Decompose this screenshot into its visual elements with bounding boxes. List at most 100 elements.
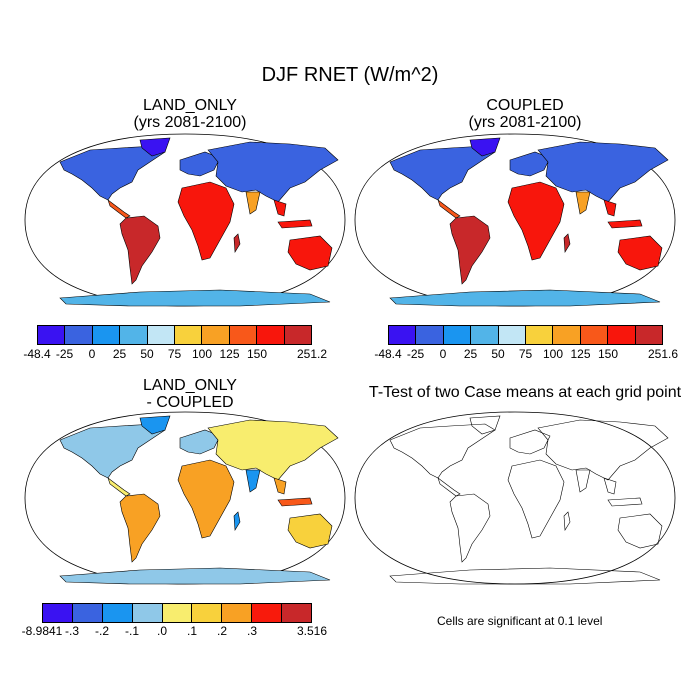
- colorbar-tick-label: -25: [55, 347, 74, 361]
- landmass-south-america: [449, 493, 491, 563]
- landmass-europe: [179, 429, 221, 455]
- land-only-colorbar-segment: [120, 326, 148, 344]
- colorbar-tick-label: 75: [518, 347, 533, 361]
- land-only-colorbar-segment: [257, 326, 285, 344]
- landmass-antarctica: [59, 567, 331, 585]
- landmass-africa: [177, 459, 235, 539]
- landmass-greenland: [139, 137, 171, 157]
- landmass-greenland: [139, 415, 171, 435]
- landmass-antarctica: [389, 567, 661, 585]
- landmass-madagascar: [563, 511, 571, 531]
- landmass-indonesia: [277, 219, 313, 229]
- landmass-central-america: [107, 199, 131, 219]
- coupled-colorbar-segment: [471, 326, 499, 344]
- landmass-asia: [537, 419, 669, 481]
- landmass-europe: [179, 151, 221, 177]
- landmass-antarctica: [389, 289, 661, 307]
- coupled-title-line2: (yrs 2081-2100): [468, 114, 582, 131]
- colorbar-tick-label: 251.6: [647, 347, 679, 361]
- land-only-title-line1: LAND_ONLY: [143, 97, 237, 114]
- colorbar-tick-label: 251.2: [296, 347, 328, 361]
- colorbar-tick-label: 150: [597, 347, 619, 361]
- land-only-title: LAND_ONLY (yrs 2081-2100): [60, 97, 320, 131]
- ttest-map: [354, 411, 676, 585]
- colorbar-tick-label: 0: [88, 347, 96, 361]
- landmass-se-asia: [603, 199, 617, 217]
- difference-title-line2: - COUPLED: [146, 394, 234, 411]
- landmass-australia: [287, 513, 333, 549]
- land-only-colorbar: [37, 325, 312, 345]
- difference-colorbar-segment: [72, 604, 103, 622]
- coupled-colorbar-segment: [443, 326, 472, 344]
- land-only-map: [24, 133, 346, 307]
- difference-title-line1: LAND_ONLY: [143, 377, 237, 394]
- landmass-central-america: [437, 477, 461, 497]
- landmass-greenland: [469, 415, 501, 435]
- landmass-asia: [537, 141, 669, 203]
- difference-colorbar-segment: [282, 604, 312, 622]
- difference-colorbar-segment: [192, 604, 223, 622]
- landmass-indonesia: [607, 497, 643, 507]
- colorbar-tick-label: .0: [156, 624, 168, 638]
- colorbar-tick-label: 50: [491, 347, 505, 361]
- landmass-australia: [617, 513, 663, 549]
- coupled-colorbar-segment: [416, 326, 444, 344]
- colorbar-tick-label: 100: [542, 347, 564, 361]
- landmass-australia: [287, 235, 333, 271]
- colorbar-tick-label: 75: [167, 347, 182, 361]
- figure-title: DJF RNET (W/m^2): [261, 64, 439, 86]
- landmass-north-america: [389, 423, 496, 479]
- difference-colorbar-segment: [252, 604, 283, 622]
- landmass-indonesia: [277, 497, 313, 507]
- colorbar-tick-label: .1: [186, 624, 198, 638]
- colorbar-tick-label: -.1: [124, 624, 140, 638]
- colorbar-tick-label: 50: [140, 347, 154, 361]
- coupled-colorbar-segment: [553, 326, 581, 344]
- difference-map: [24, 411, 346, 585]
- coupled-title-line1: COUPLED: [486, 97, 564, 114]
- land-only-colorbar-segment: [202, 326, 230, 344]
- colorbar-tick-label: -.3: [64, 624, 80, 638]
- landmass-asia: [207, 419, 339, 481]
- landmass-europe: [509, 151, 551, 177]
- land-only-colorbar-segment: [92, 326, 121, 344]
- colorbar-tick-label: -8.9841: [21, 624, 63, 638]
- colorbar-tick-label: 0: [439, 347, 447, 361]
- land-only-title-line2: (yrs 2081-2100): [133, 114, 247, 131]
- colorbar-tick-label: -25: [406, 347, 425, 361]
- landmass-antarctica: [59, 289, 331, 307]
- coupled-colorbar-segment: [635, 326, 663, 344]
- landmass-madagascar: [563, 233, 571, 253]
- landmass-central-america: [107, 477, 131, 497]
- difference-colorbar-segment: [43, 604, 73, 622]
- difference-colorbar-segment: [102, 604, 133, 622]
- land-only-colorbar-segment: [38, 326, 66, 344]
- coupled-map: [354, 133, 676, 307]
- landmass-south-america: [449, 215, 491, 285]
- landmass-indonesia: [607, 219, 643, 229]
- map-frame: [354, 411, 676, 585]
- coupled-colorbar-segment: [389, 326, 417, 344]
- significance-note: Cells are significant at 0.1 level: [437, 614, 603, 628]
- landmass-india: [245, 191, 261, 215]
- coupled-colorbar-segment: [580, 326, 609, 344]
- difference-colorbar-segment: [222, 604, 253, 622]
- land-only-colorbar-segment: [147, 326, 176, 344]
- coupled-colorbar: [388, 325, 663, 345]
- colorbar-tick-label: 125: [570, 347, 591, 361]
- land-only-colorbar-segment: [229, 326, 258, 344]
- difference-colorbar-segment: [132, 604, 163, 622]
- colorbar-tick-label: 25: [112, 347, 127, 361]
- landmass-madagascar: [233, 511, 241, 531]
- land-only-colorbar-segment: [65, 326, 93, 344]
- landmass-se-asia: [273, 199, 287, 217]
- landmass-greenland: [469, 137, 501, 157]
- landmass-madagascar: [233, 233, 241, 253]
- colorbar-tick-label: 3.516: [296, 624, 328, 638]
- landmass-africa: [507, 181, 565, 261]
- colorbar-tick-label: -48.4: [23, 347, 51, 361]
- landmass-india: [245, 469, 261, 493]
- colorbar-tick-label: -.2: [94, 624, 110, 638]
- landmass-europe: [509, 429, 551, 455]
- landmass-india: [575, 191, 591, 215]
